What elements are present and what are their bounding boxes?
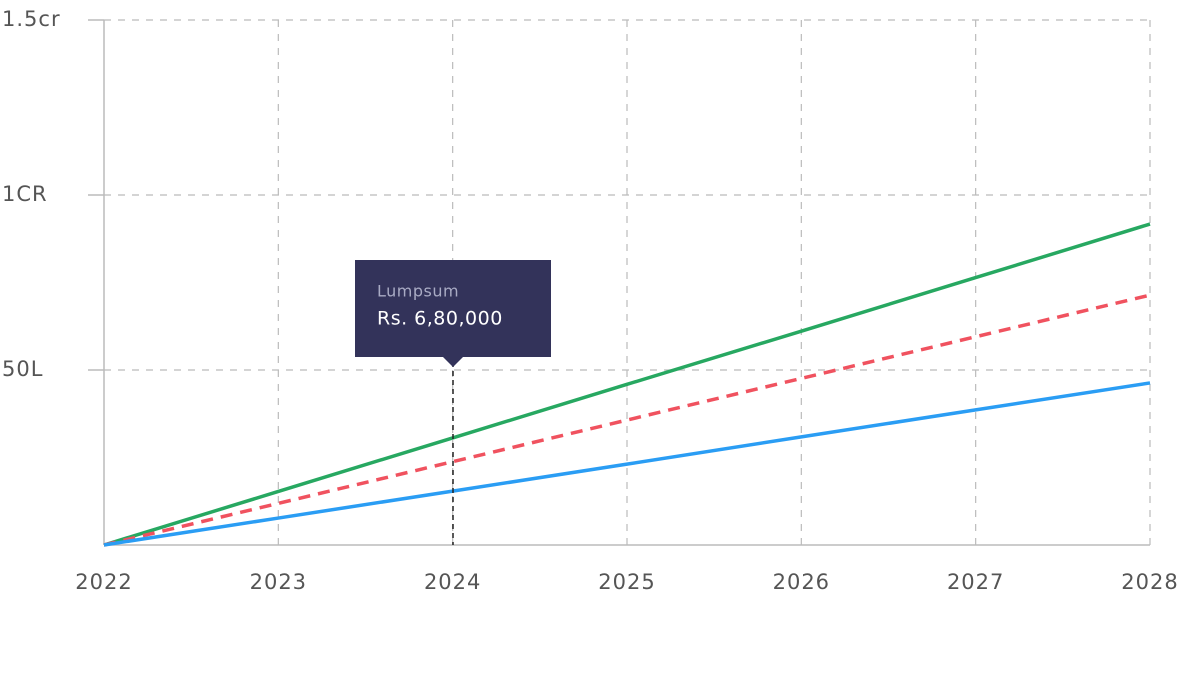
- tooltip-value: Rs. 6,80,000: [377, 308, 503, 330]
- x-tick-label: 2028: [1121, 570, 1178, 594]
- series-line: [103, 381, 1151, 547]
- x-tick-label: 2022: [75, 570, 132, 594]
- y-tick-label: 1.5cr: [2, 7, 61, 31]
- tooltip: Lumpsum Rs. 6,80,000: [355, 260, 551, 545]
- series-line: [103, 222, 1151, 547]
- x-tick-label: 2023: [250, 570, 307, 594]
- y-tick-label: 50L: [2, 357, 43, 381]
- x-tick-label: 2025: [598, 570, 655, 594]
- tooltip-pointer: [443, 357, 463, 367]
- tooltip-title: Lumpsum: [377, 282, 459, 301]
- y-tick-label: 1CR: [2, 182, 48, 206]
- lines: [103, 222, 1151, 547]
- x-tick-label: 2024: [424, 570, 481, 594]
- grid: [88, 19, 1151, 545]
- tooltip-box: [355, 260, 551, 357]
- x-tick-label: 2027: [947, 570, 1004, 594]
- x-tick-label: 2026: [773, 570, 830, 594]
